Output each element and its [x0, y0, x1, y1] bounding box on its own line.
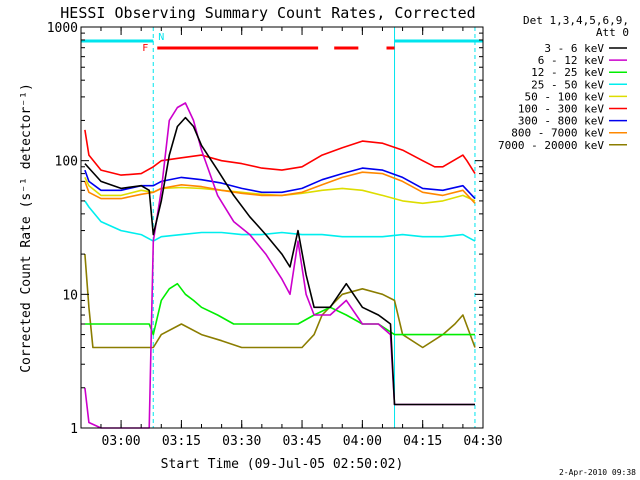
chart-title: HESSI Observing Summary Count Rates, Cor… [60, 4, 475, 22]
legend-header: Det 1,3,4,5,6,9, [523, 14, 629, 27]
x-tick-label: 03:15 [162, 434, 201, 449]
legend-label: 6 - 12 keV [538, 54, 605, 67]
y-tick-label: 10 [62, 288, 78, 303]
x-tick-label: 04:00 [343, 434, 382, 449]
legend-label: 3 - 6 keV [544, 42, 604, 55]
series-line-7 [84, 171, 476, 204]
series-line-3 [84, 200, 476, 242]
series-line-1 [84, 102, 475, 429]
flags-layer: FN [81, 27, 483, 428]
legend-label: 800 - 7000 keV [511, 127, 604, 140]
axes-layer: 03:00 03:15 03:30 03:45 04:00 04:15 04:30 1 10 10… [47, 21, 503, 449]
x-tick-label: 03:45 [282, 434, 321, 449]
series-layer [84, 102, 476, 429]
series-line-8 [84, 254, 476, 349]
y-tick-label: 1000 [47, 21, 78, 36]
legend-label: 100 - 300 keV [518, 103, 604, 116]
flag-label-f: F [142, 43, 148, 54]
legend-label: 25 - 50 keV [531, 78, 604, 91]
y-tick-label: 100 [55, 155, 78, 170]
legend-label: 50 - 100 keV [525, 90, 605, 103]
series-line-0 [84, 116, 475, 406]
timestamp: 2-Apr-2010 09:38 [559, 468, 636, 477]
series-line-4 [84, 177, 476, 205]
x-tick-label: 04:15 [403, 434, 442, 449]
legend-label: 7000 - 20000 keV [498, 139, 604, 152]
legend-label: 300 - 800 keV [518, 115, 604, 128]
x-tick-label: 03:00 [102, 434, 141, 449]
legend-header: Att 0 [596, 26, 629, 39]
y-axis-label: Corrected Count Rate (s⁻¹ detector⁻¹) [19, 83, 34, 373]
flag-label-n: N [158, 32, 164, 43]
y-tick-label: 1 [70, 422, 78, 437]
legend-label: 12 - 25 keV [531, 66, 604, 79]
x-tick-label: 03:30 [222, 434, 261, 449]
x-axis-label: Start Time (09-Jul-05 02:50:02) [161, 457, 404, 472]
x-tick-label: 04:30 [463, 434, 502, 449]
series-line-5 [84, 129, 476, 176]
